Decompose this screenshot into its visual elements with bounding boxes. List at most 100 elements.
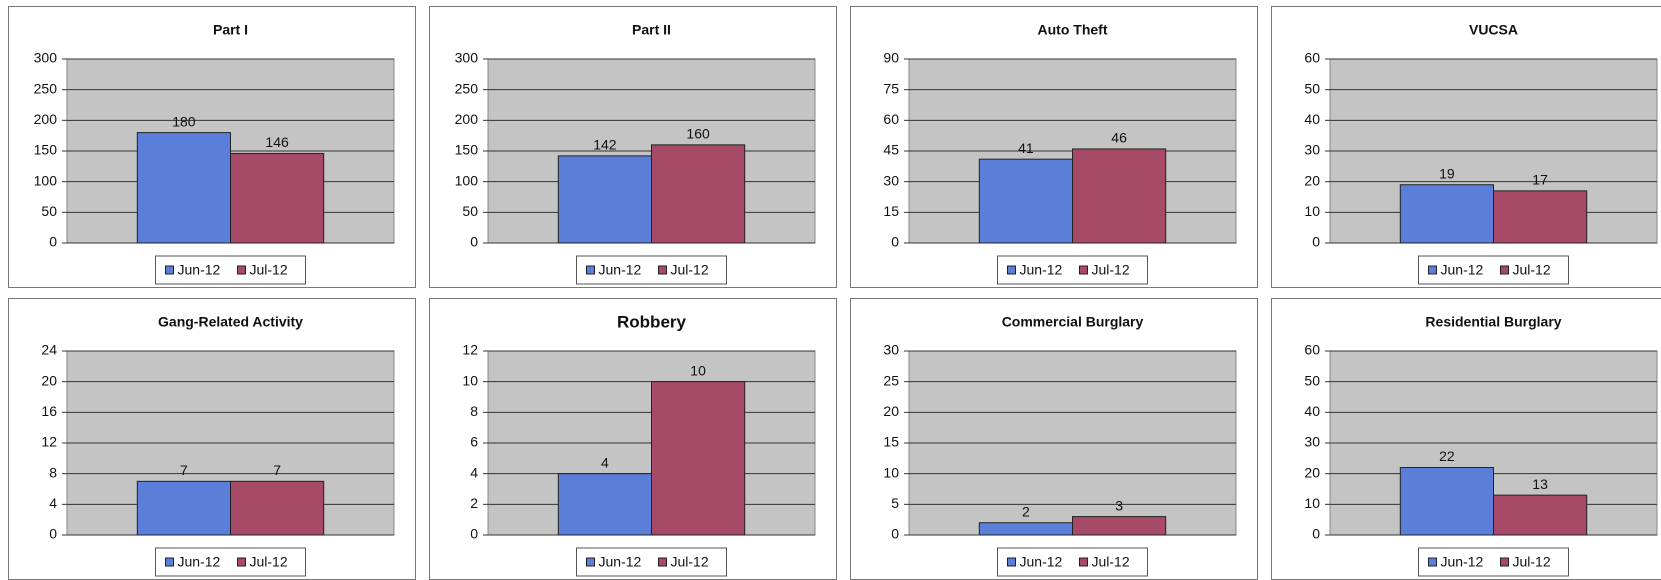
y-tick-label: 20: [1304, 464, 1320, 480]
chart-title: Commercial Burglary: [1002, 314, 1144, 330]
y-tick-label: 50: [462, 203, 478, 219]
bar: [1072, 148, 1167, 244]
y-tick-label: 24: [41, 342, 57, 358]
bar: [557, 473, 652, 536]
y-tick-label: 30: [883, 342, 899, 358]
legend-swatch: [1500, 557, 1509, 567]
y-tick-label: 0: [49, 526, 57, 542]
legend-label: Jul-12: [671, 554, 709, 570]
y-tick-label: 150: [455, 142, 479, 158]
bar: [557, 155, 652, 244]
legend-label: Jul-12: [1092, 262, 1130, 278]
chart-title: Part II: [632, 22, 671, 38]
data-label: 160: [686, 126, 710, 142]
data-label: 46: [1111, 130, 1127, 146]
legend-swatch: [1428, 557, 1437, 567]
legend-swatch: [1079, 557, 1088, 567]
y-tick-label: 16: [41, 403, 57, 419]
data-label: 180: [172, 113, 196, 129]
y-tick-label: 250: [455, 80, 479, 96]
y-tick-label: 30: [883, 172, 899, 188]
y-tick-label: 30: [1304, 142, 1320, 158]
y-tick-label: 0: [1312, 234, 1320, 250]
y-tick-label: 5: [891, 495, 899, 511]
legend-box: [1418, 547, 1569, 577]
bar: [1493, 494, 1588, 536]
chart-title: VUCSA: [1469, 22, 1518, 38]
y-tick-label: 10: [883, 464, 899, 480]
bar: [136, 480, 231, 536]
legend-label: Jul-12: [671, 262, 709, 278]
y-tick-label: 100: [455, 172, 479, 188]
chart: VUCSA 0 10 20 30 40 50 60 19 17 Jun-12 Jul-12: [1304, 22, 1658, 285]
legend-swatch: [658, 557, 667, 567]
legend-box: [997, 255, 1148, 285]
y-tick-label: 150: [34, 142, 58, 158]
data-label: 41: [1018, 140, 1034, 156]
chart-panel: Part I 0 50 100 150 200 250 300 180 146 Jun-12 Jul-…: [8, 6, 416, 288]
y-tick-label: 25: [883, 372, 899, 388]
bar: [978, 158, 1073, 244]
legend-swatch: [1007, 557, 1016, 567]
legend-label: Jun-12: [1441, 554, 1484, 570]
y-tick-label: 0: [891, 234, 899, 250]
legend-box: [155, 547, 306, 577]
y-tick-label: 20: [1304, 172, 1320, 188]
y-tick-label: 6: [470, 434, 478, 450]
y-tick-label: 2: [470, 495, 478, 511]
y-tick-label: 100: [34, 172, 58, 188]
y-tick-label: 50: [41, 203, 57, 219]
data-label: 146: [265, 134, 289, 150]
data-label: 142: [593, 137, 617, 153]
y-tick-label: 12: [462, 342, 478, 358]
y-tick-label: 60: [883, 111, 899, 127]
y-tick-label: 20: [883, 403, 899, 419]
bar: [1493, 190, 1588, 244]
data-label: 17: [1532, 172, 1548, 188]
chart-title: Gang-Related Activity: [158, 314, 303, 330]
y-tick-label: 300: [455, 50, 479, 66]
bar: [651, 144, 746, 244]
y-tick-label: 4: [470, 464, 478, 480]
chart: Part I 0 50 100 150 200 250 300 180 146 Jun-12 Jul-…: [34, 22, 395, 285]
y-tick-label: 30: [1304, 434, 1320, 450]
chart-title: Auto Theft: [1038, 22, 1108, 38]
y-tick-label: 50: [1304, 80, 1320, 96]
y-tick-label: 10: [1304, 495, 1320, 511]
legend-label: Jun-12: [178, 554, 221, 570]
data-label: 3: [1115, 497, 1123, 513]
legend-box: [576, 255, 727, 285]
y-tick-label: 60: [1304, 50, 1320, 66]
chart-panel: Residential Burglary 0 10 20 30 40 50 60 22 13 Jun…: [1271, 298, 1661, 580]
legend-label: Jun-12: [178, 262, 221, 278]
y-tick-label: 12: [41, 434, 57, 450]
chart: Gang-Related Activity 0 4 8 12 16 20 24 7 7 Jun-12…: [41, 314, 395, 577]
chart-panel: Part II 0 50 100 150 200 250 300 142 160 Jun-12 Jul…: [429, 6, 837, 288]
y-tick-label: 200: [34, 111, 58, 127]
chart: Auto Theft 0 15 30 45 60 75 90 41 46 Jun-12 Jul-12: [883, 22, 1237, 285]
y-tick-label: 40: [1304, 403, 1320, 419]
y-tick-label: 0: [470, 234, 478, 250]
legend-label: Jun-12: [1020, 262, 1063, 278]
legend-box: [1418, 255, 1569, 285]
legend-label: Jul-12: [250, 554, 288, 570]
legend-swatch: [586, 265, 595, 275]
legend-swatch: [1079, 265, 1088, 275]
chart-panel: Gang-Related Activity 0 4 8 12 16 20 24 7 7 Jun-12…: [8, 298, 416, 580]
chart-title: Robbery: [617, 312, 687, 331]
y-tick-label: 20: [41, 372, 57, 388]
bar: [230, 152, 325, 244]
legend-swatch: [586, 557, 595, 567]
y-tick-label: 45: [883, 142, 899, 158]
y-tick-label: 4: [49, 495, 57, 511]
y-tick-label: 250: [34, 80, 58, 96]
chart-panel: Robbery 0 2 4 6 8 10 12 4 10 Jun-12 Jul-12: [429, 298, 837, 580]
y-tick-label: 15: [883, 434, 899, 450]
legend-swatch: [165, 265, 174, 275]
chart: Part II 0 50 100 150 200 250 300 142 160 Jun-12 Jul…: [455, 22, 816, 285]
y-tick-label: 75: [883, 80, 899, 96]
chart-panel: VUCSA 0 10 20 30 40 50 60 19 17 Jun-12 Jul-12: [1271, 6, 1661, 288]
y-tick-label: 90: [883, 50, 899, 66]
bar: [230, 480, 325, 536]
